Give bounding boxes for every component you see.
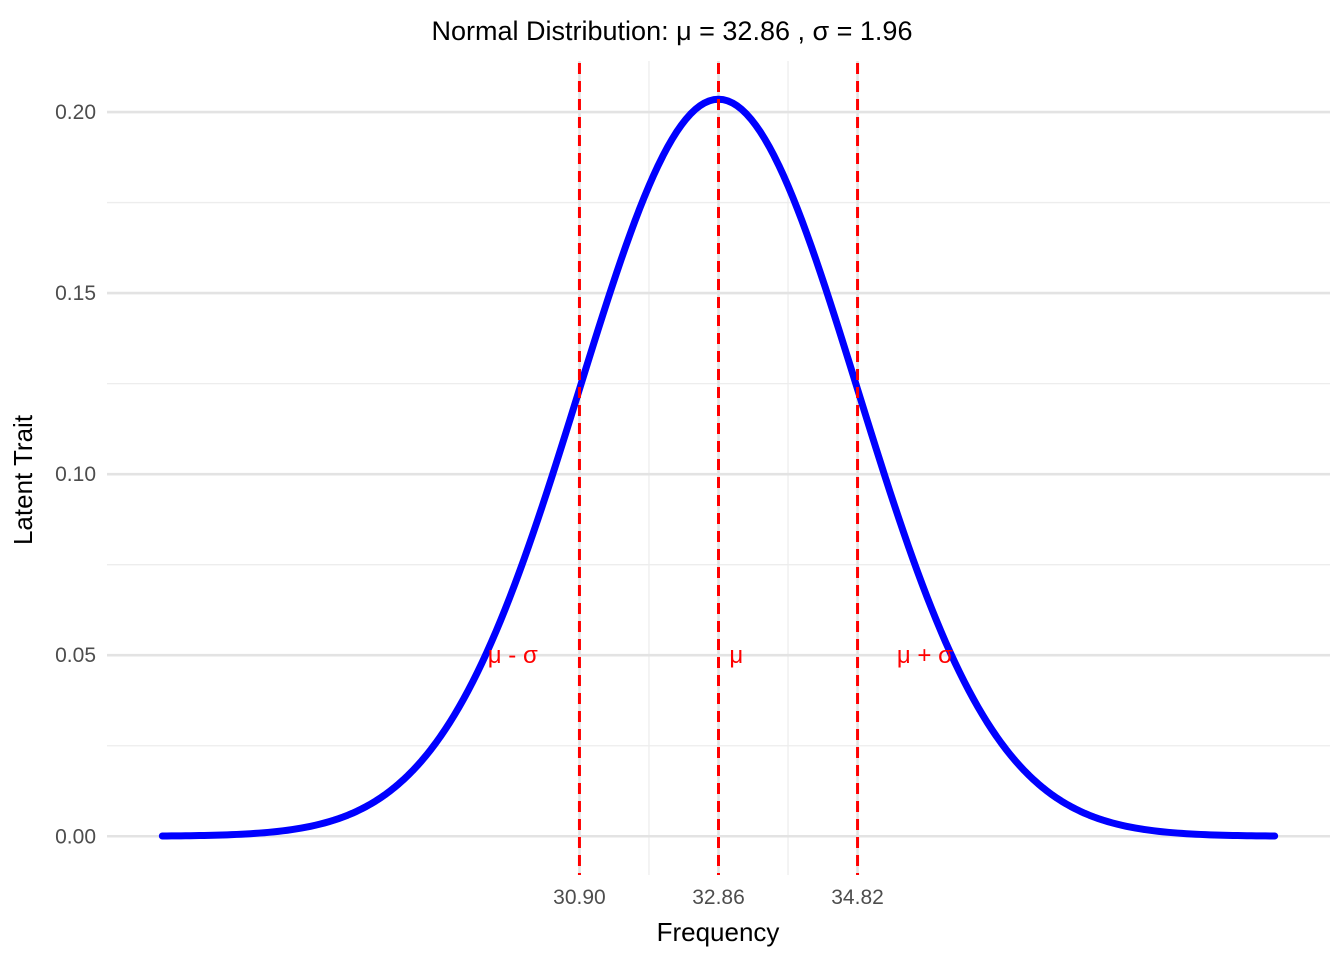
y-tick-label: 0.20 <box>55 101 96 124</box>
x-tick-label: 32.86 <box>692 886 745 909</box>
y-tick-label: 0.10 <box>55 463 96 486</box>
x-axis-title: Frequency <box>657 917 780 947</box>
x-tick-labels: 30.90 32.86 34.82 <box>553 886 884 909</box>
x-tick-label: 34.82 <box>831 886 884 909</box>
y-tick-labels: 0.00 0.05 0.10 0.15 0.20 <box>55 101 96 848</box>
mu-label: μ <box>729 642 743 669</box>
y-tick-label: 0.15 <box>55 282 96 305</box>
y-tick-label: 0.00 <box>55 825 96 848</box>
y-axis-title: Latent Trait <box>8 414 38 545</box>
y-tick-label: 0.05 <box>55 644 96 667</box>
chart-title: Normal Distribution: μ = 32.86 , σ = 1.9… <box>432 16 913 46</box>
sigma-vlines <box>577 63 860 875</box>
x-tick-label: 30.90 <box>553 886 606 909</box>
mu-plus-sigma-label: μ + σ <box>897 642 953 669</box>
sigma-annotations: μ - σ μ μ + σ <box>488 642 953 669</box>
mu-minus-sigma-label: μ - σ <box>488 642 538 669</box>
